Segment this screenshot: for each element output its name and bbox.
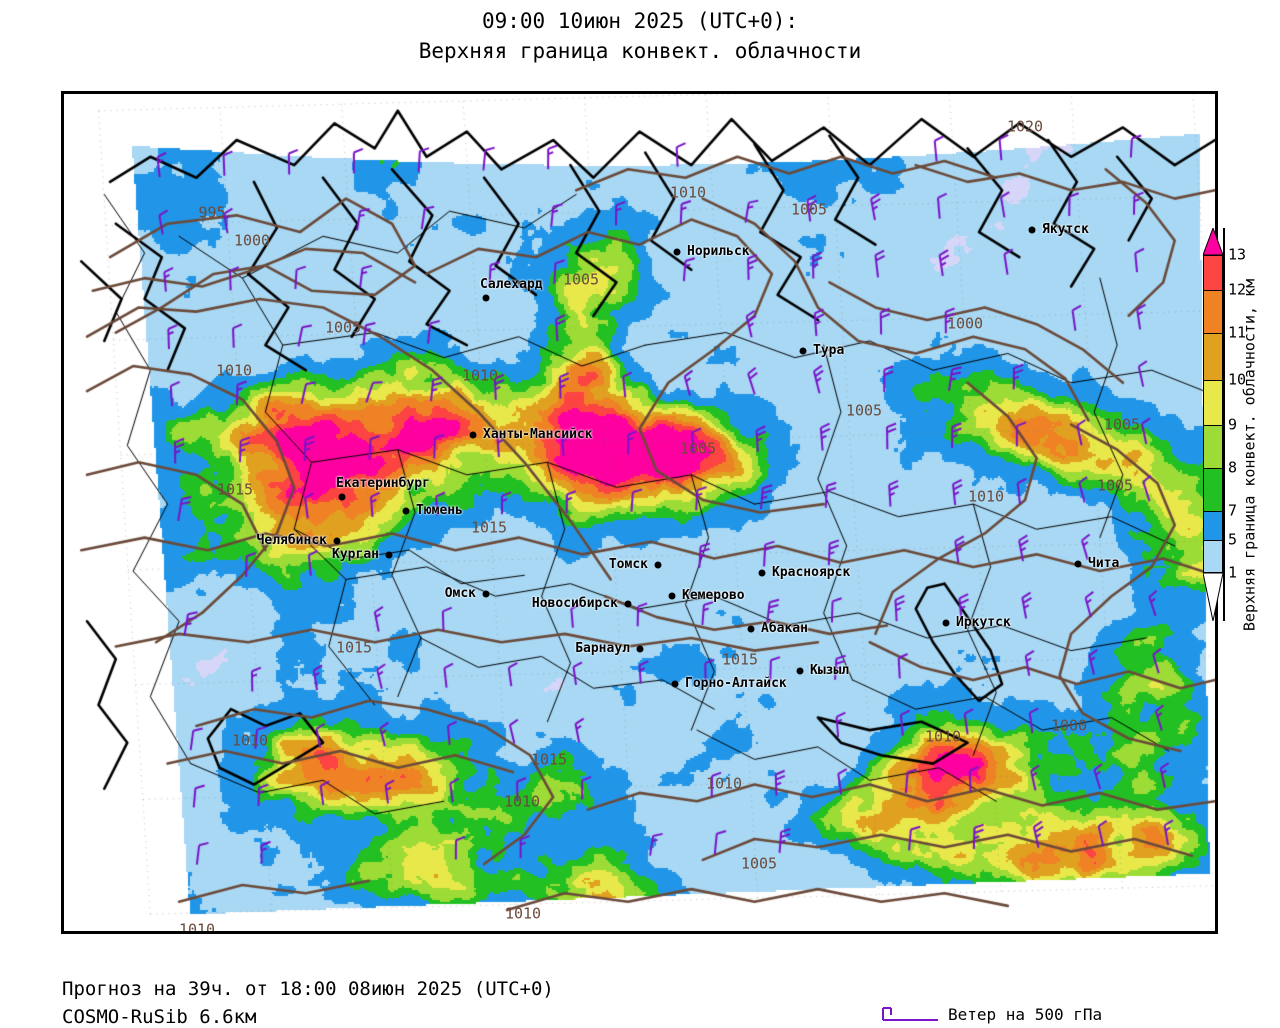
- title-line-1: 09:00 10июн 2025 (UTC+0):: [481, 9, 799, 33]
- colorbar-band-5-7: [1203, 511, 1223, 540]
- colorbar-band-7-8: [1203, 468, 1223, 511]
- map-frame[interactable]: Якутск Норильск Салехард Тура Ханты-Мансийск…: [61, 91, 1218, 934]
- colorbar-axis: [1223, 228, 1225, 621]
- colorbar-tick-12: 12: [1228, 280, 1247, 299]
- colorbar-over-arrow: [1202, 226, 1224, 256]
- colorbar-under-arrow: [1202, 572, 1224, 622]
- colorbar-band-8-9: [1203, 425, 1223, 468]
- colorbar-title-text: Верхняя граница конвект. облачности, км: [1240, 278, 1259, 632]
- colorbar-tick-7: 7: [1228, 501, 1238, 520]
- map-canvas[interactable]: [64, 94, 1215, 931]
- colorbar: [1203, 255, 1223, 573]
- colorbar-tick-5: 5: [1228, 530, 1238, 549]
- colorbar-band-12-13: [1203, 255, 1223, 290]
- colorbar-band-1-5: [1203, 540, 1223, 573]
- colorbar-tick-13: 13: [1228, 245, 1247, 264]
- colorbar-band-11-12: [1203, 290, 1223, 333]
- page-title: 09:00 10июн 2025 (UTC+0): Верхняя границ…: [0, 6, 1280, 66]
- colorbar-title: Верхняя граница конвект. облачности, км: [1236, 240, 1264, 670]
- colorbar-tick-8: 8: [1228, 458, 1238, 477]
- colorbar-tick-1: 1: [1228, 563, 1238, 582]
- colorbar-tick-10: 10: [1228, 370, 1247, 389]
- colorbar-tick-9: 9: [1228, 415, 1238, 434]
- wind-barb-icon: [880, 1006, 942, 1024]
- title-line-2: Верхняя граница конвект. облачности: [418, 39, 862, 63]
- wind-legend: Ветер на 500 гПа: [880, 1004, 1102, 1026]
- colorbar-tick-11: 11: [1228, 323, 1247, 342]
- colorbar-band-9-10: [1203, 380, 1223, 425]
- forecast-info: Прогноз на 39ч. от 18:00 08июн 2025 (UTC…: [62, 978, 554, 1000]
- colorbar-band-10-11: [1203, 333, 1223, 380]
- model-info: COSMO-RuSib 6.6км: [62, 1006, 257, 1028]
- wind-legend-label: Ветер на 500 гПа: [948, 1005, 1103, 1024]
